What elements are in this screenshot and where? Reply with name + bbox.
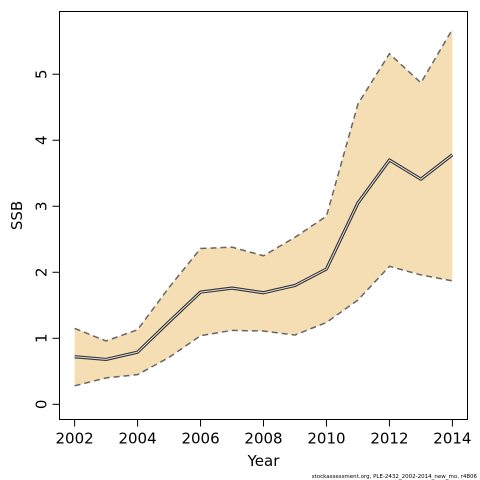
- y-tick-label: 3: [33, 201, 51, 211]
- y-tick-label: 2: [33, 268, 51, 278]
- y-tick-label: 4: [33, 135, 51, 145]
- x-tick-label: 2014: [433, 430, 471, 448]
- upper-bound-line: [74, 28, 454, 342]
- ssb-estimate-line-inner: [74, 154, 453, 360]
- y-axis-title: SSB: [8, 201, 26, 230]
- x-tick-label: 2010: [307, 430, 345, 448]
- confidence-band: [74, 29, 453, 386]
- y-tick-label: 0: [33, 400, 51, 410]
- y-tick-label: 1: [33, 334, 51, 344]
- x-tick-label: 2002: [56, 430, 94, 448]
- footer-note: stockassessment.org, PLE-2432_2002-2014_…: [312, 474, 478, 480]
- y-tick-label: 5: [33, 69, 51, 79]
- x-tick-label: 2008: [244, 430, 282, 448]
- lower-bound-line: [74, 265, 453, 387]
- x-tick-label: 2006: [181, 430, 219, 448]
- y-axis: 0 1 2 3 4 5: [33, 69, 60, 409]
- x-tick-label: 2004: [118, 430, 156, 448]
- x-axis-title: Year: [247, 452, 281, 470]
- x-axis: 2002 2004 2006 2008 2010 2012 2014: [56, 419, 471, 448]
- x-tick-label: 2012: [370, 430, 408, 448]
